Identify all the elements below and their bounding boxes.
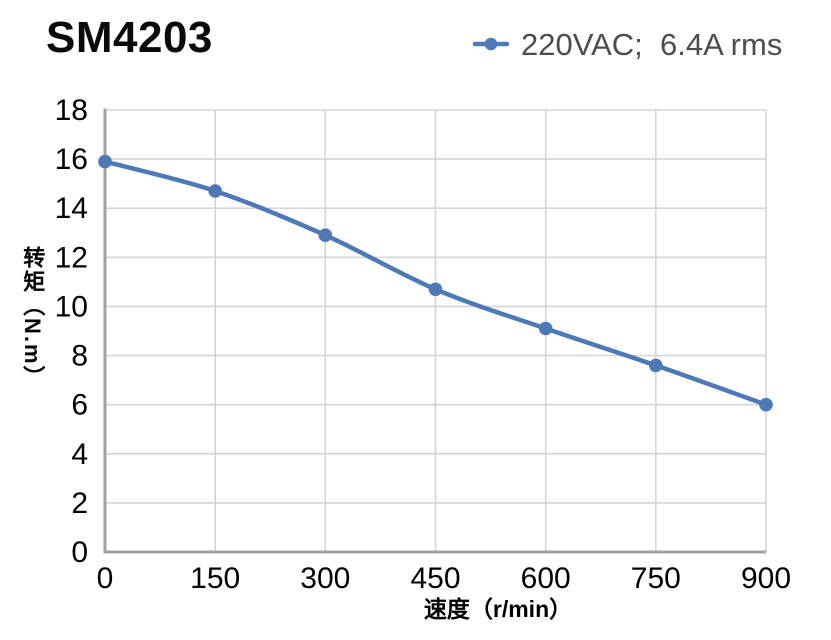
x-tick-label: 900 <box>741 562 791 595</box>
x-tick-label: 450 <box>410 562 460 595</box>
page-title: SM4203 <box>46 13 213 62</box>
y-tick-label: 16 <box>55 143 88 176</box>
y-tick-label: 10 <box>55 290 88 323</box>
y-tick-label: 0 <box>71 536 88 569</box>
y-axis-title: 转矩（N.m） <box>20 246 46 390</box>
data-point-marker <box>759 397 773 412</box>
y-tick-label: 8 <box>71 340 88 373</box>
data-point-marker <box>208 184 222 198</box>
x-tick-label: 150 <box>190 562 240 595</box>
y-tick-label: 2 <box>71 487 88 520</box>
y-tick-label: 12 <box>55 241 88 274</box>
legend-series-label: 220VAC; 6.4A rms <box>521 26 783 62</box>
y-tick-label: 14 <box>55 192 88 225</box>
data-point-marker <box>318 228 333 242</box>
x-tick-label: 600 <box>521 562 571 595</box>
data-point-marker <box>428 282 443 297</box>
data-point-marker <box>538 321 553 336</box>
data-point-marker <box>98 154 112 169</box>
x-axis-title: 速度（r/min） <box>423 596 573 622</box>
y-tick-label: 6 <box>71 389 88 422</box>
x-tick-label: 300 <box>300 562 350 595</box>
legend-series-marker-icon <box>472 37 510 51</box>
y-tick-label: 4 <box>71 438 88 471</box>
x-tick-label: 750 <box>631 562 681 595</box>
data-point-marker <box>649 358 663 373</box>
axis-lines <box>103 108 766 554</box>
y-tick-label: 18 <box>55 94 88 127</box>
legend: 220VAC; 6.4A rms <box>472 27 782 61</box>
x-tick-label: 0 <box>97 562 114 595</box>
